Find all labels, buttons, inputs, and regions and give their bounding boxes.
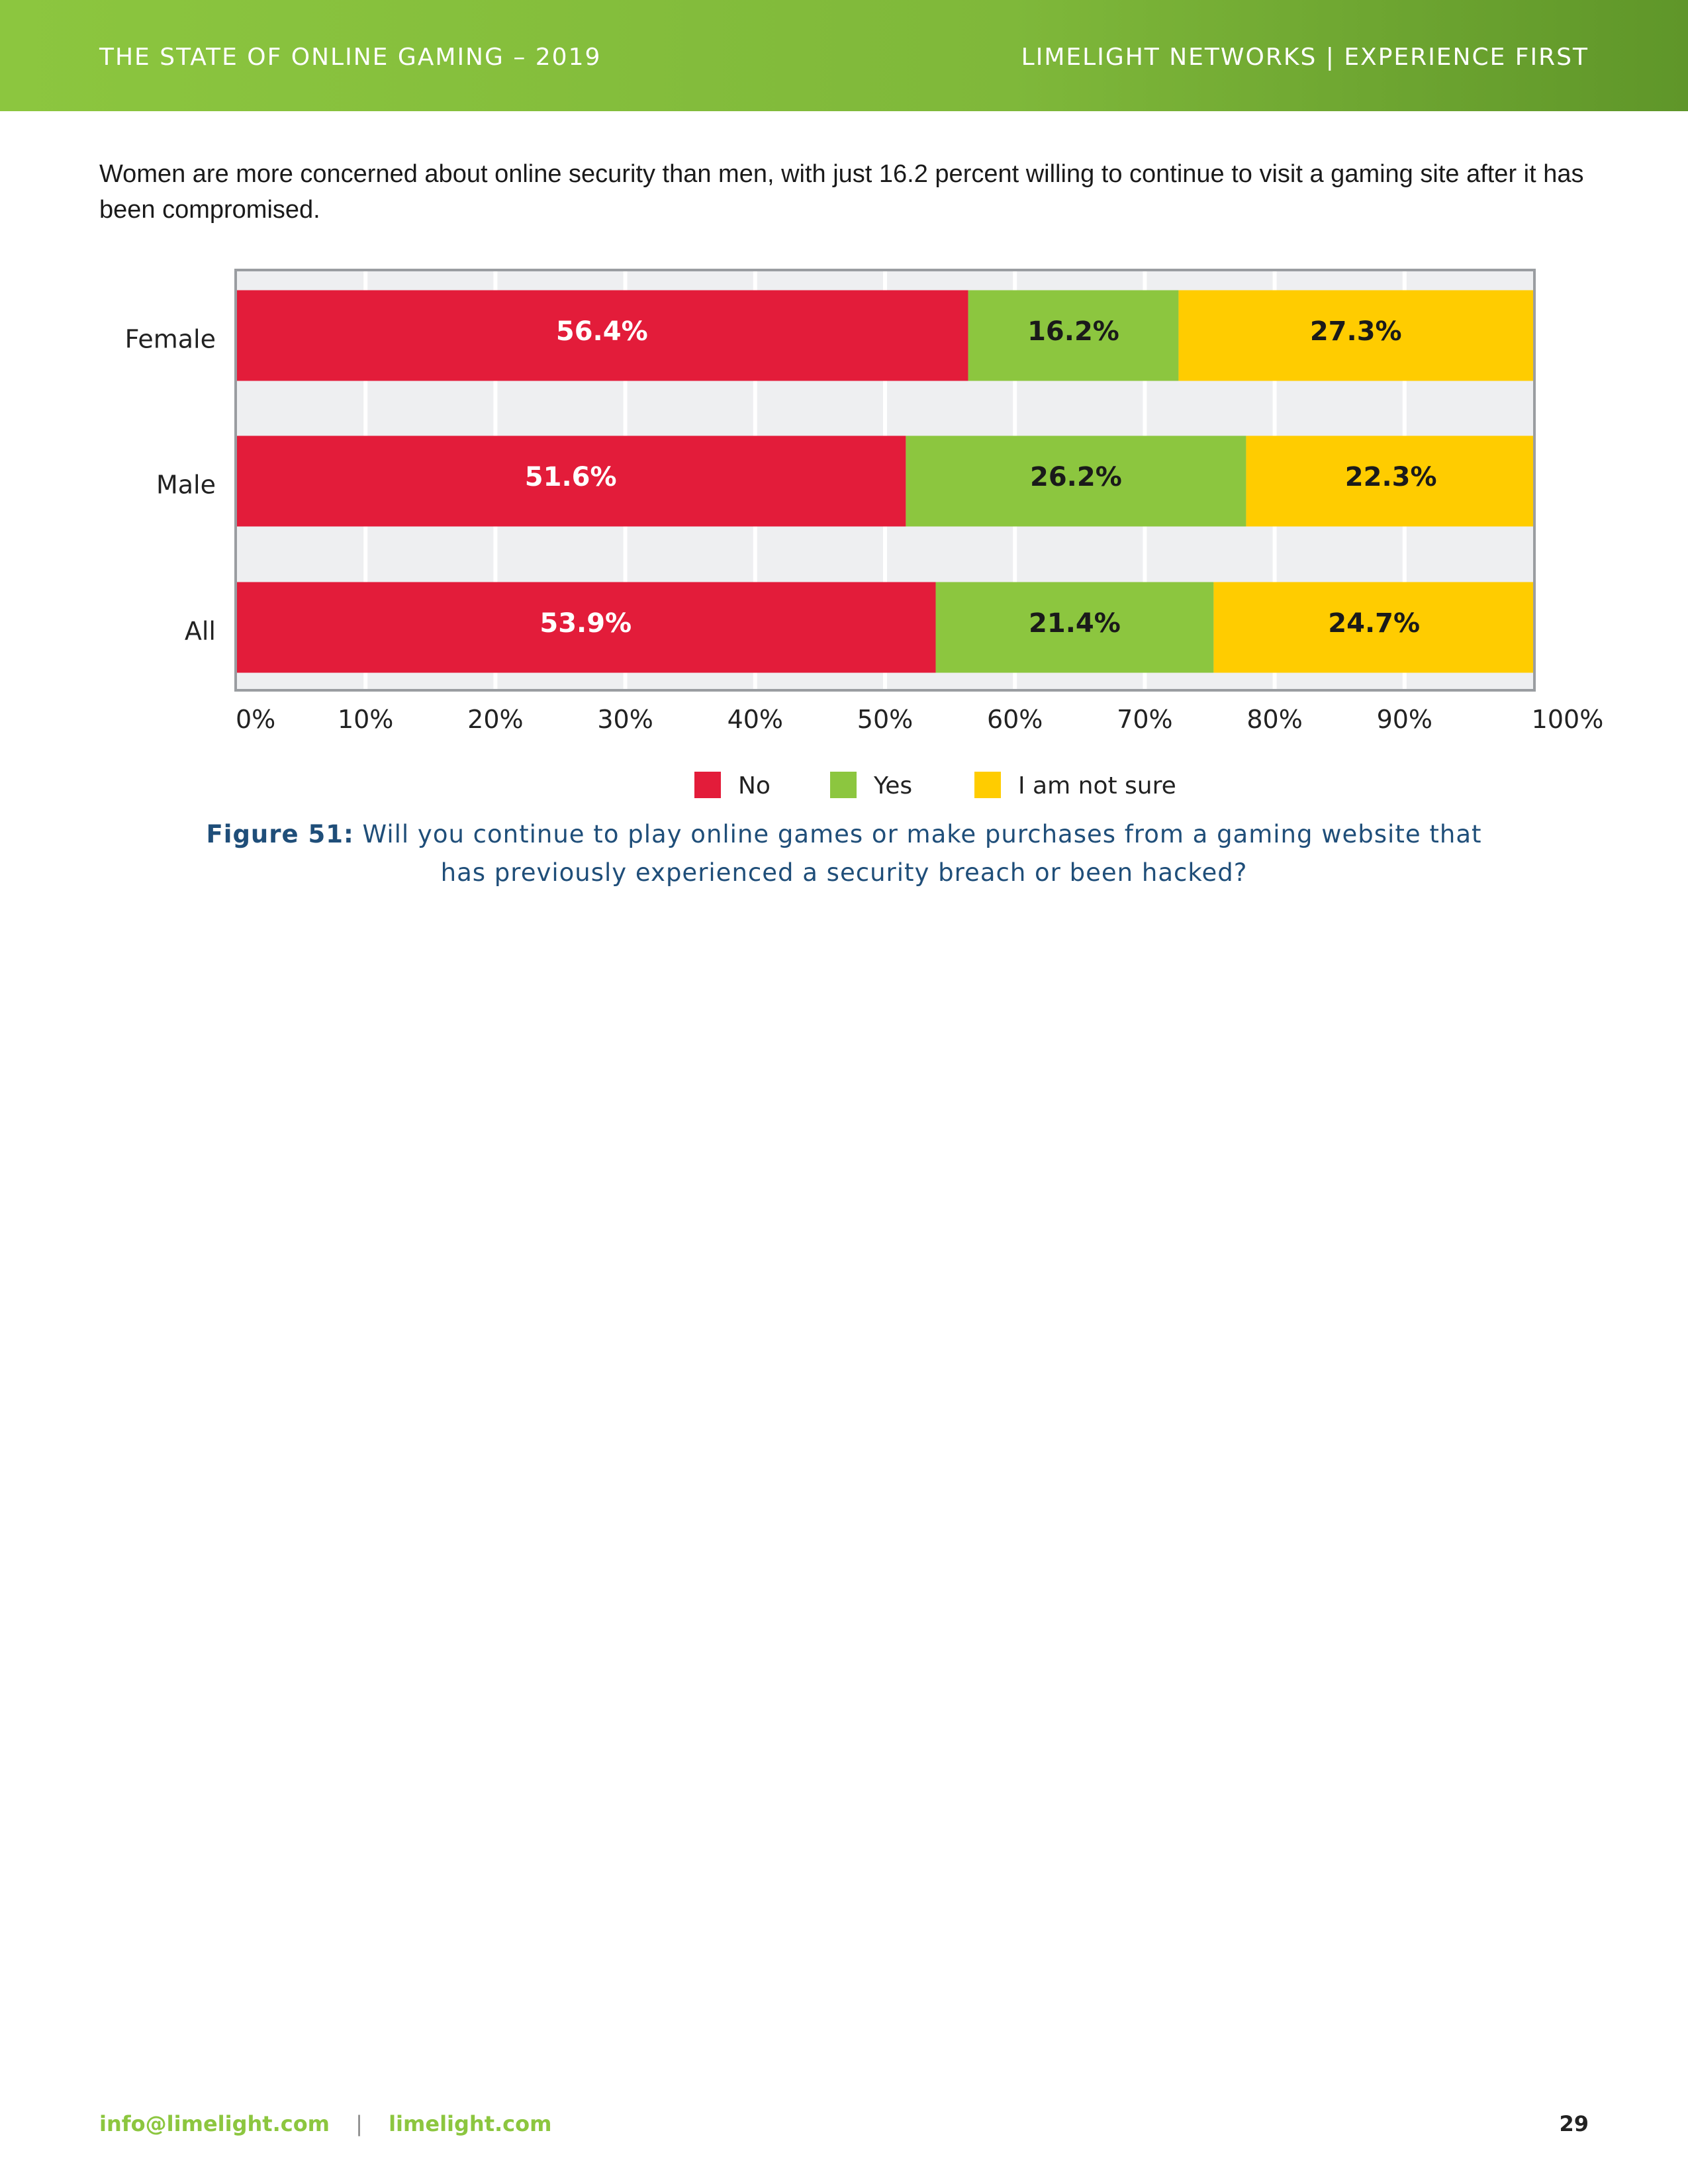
bar-no-female: [236, 290, 968, 381]
x-tick-label: 50%: [857, 705, 913, 734]
footer-website-link[interactable]: limelight.com: [389, 2111, 552, 2136]
x-tick-label: 100%: [1532, 705, 1604, 734]
data-label: 16.2%: [1027, 316, 1119, 347]
header-band: THE STATE OF ONLINE GAMING – 2019 LIMELI…: [0, 0, 1688, 111]
footer-contact: info@limelight.com | limelight.com: [99, 2111, 551, 2136]
figure-label: Figure 51:: [206, 820, 354, 848]
legend-label: Yes: [873, 772, 912, 799]
category-label-female: Female: [125, 325, 216, 354]
legend-swatch-yes: [830, 772, 857, 798]
footer-separator: |: [355, 2111, 363, 2136]
x-tick-label: 90%: [1377, 705, 1432, 734]
x-tick-label: 60%: [987, 705, 1043, 734]
company-tagline: LIMELIGHT NETWORKS | EXPERIENCE FIRST: [1021, 44, 1589, 71]
legend-swatch-no: [694, 772, 721, 798]
figure-caption: Figure 51: Will you continue to play onl…: [199, 815, 1489, 892]
x-tick-label: 80%: [1246, 705, 1302, 734]
data-label: 24.7%: [1328, 608, 1420, 639]
intro-paragraph: Women are more concerned about online se…: [99, 160, 1584, 224]
x-tick-label: 30%: [597, 705, 653, 734]
bar-no-male: [236, 435, 906, 527]
page-number: 29: [1559, 2111, 1589, 2136]
x-tick-label: 0%: [236, 705, 275, 734]
bar-i-am-not-sure-male: [1246, 435, 1536, 527]
legend-swatch-i-am-not-sure: [974, 772, 1001, 798]
report-title: THE STATE OF ONLINE GAMING – 2019: [99, 44, 602, 71]
data-label: 22.3%: [1345, 462, 1437, 492]
bar-yes-all: [935, 582, 1214, 673]
bar-yes-male: [906, 435, 1246, 527]
data-label: 51.6%: [525, 462, 617, 492]
legend-label: I am not sure: [1018, 772, 1176, 799]
data-label: 21.4%: [1029, 608, 1121, 639]
legend-label: No: [738, 772, 771, 799]
stacked-bar-chart: 56.4% 16.2% 27.3% 51.6% 26.2% 22.3% 53.9% 21.4%…: [125, 269, 1604, 799]
figure-caption-text: Will you continue to play online games o…: [362, 820, 1482, 887]
data-label: 53.9%: [539, 608, 632, 639]
x-tick-label: 70%: [1117, 705, 1172, 734]
bar-i-am-not-sure-female: [1178, 290, 1534, 381]
data-label: 56.4%: [556, 316, 648, 347]
bar-yes-female: [968, 290, 1179, 381]
footer-email-link[interactable]: info@limelight.com: [99, 2111, 330, 2136]
bar-no-all: [236, 582, 936, 673]
x-tick-label: 20%: [467, 705, 523, 734]
category-label-male: Male: [156, 471, 216, 500]
data-label: 26.2%: [1030, 462, 1122, 492]
plot-frame: [234, 269, 1536, 692]
x-tick-label: 40%: [727, 705, 783, 734]
bar-i-am-not-sure-all: [1213, 582, 1534, 673]
x-tick-label: 10%: [338, 705, 393, 734]
category-label-all: All: [185, 617, 216, 646]
data-label: 27.3%: [1310, 316, 1402, 347]
